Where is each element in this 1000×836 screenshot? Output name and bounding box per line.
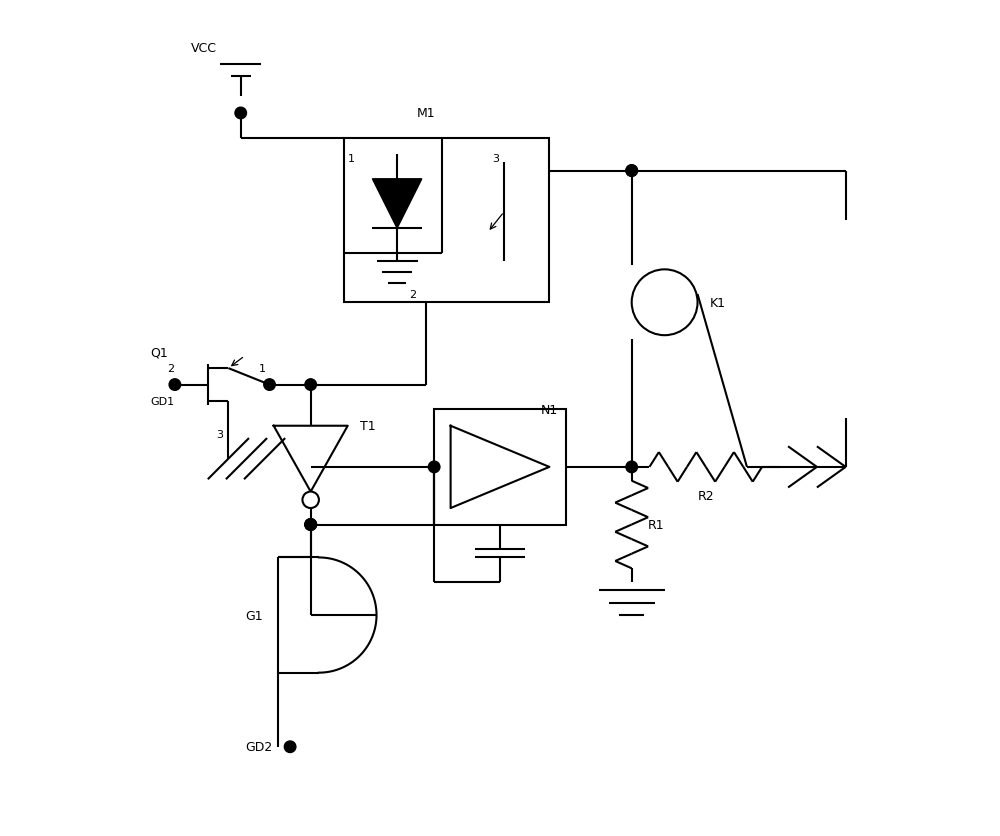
Bar — [434, 410, 566, 525]
Circle shape — [626, 166, 637, 177]
Text: R1: R1 — [648, 518, 665, 532]
Text: R2: R2 — [697, 490, 714, 502]
Text: M1: M1 — [417, 107, 435, 120]
Text: K1: K1 — [710, 297, 726, 309]
Text: 2: 2 — [409, 290, 417, 299]
Circle shape — [235, 108, 246, 120]
Circle shape — [626, 166, 637, 177]
Circle shape — [428, 461, 440, 473]
Text: G1: G1 — [245, 609, 262, 622]
Text: 3: 3 — [492, 154, 499, 164]
Text: GD1: GD1 — [150, 396, 174, 406]
Circle shape — [305, 519, 316, 531]
Text: Q1: Q1 — [150, 346, 168, 359]
Text: VCC: VCC — [191, 42, 217, 54]
Circle shape — [169, 380, 181, 391]
Text: N1: N1 — [541, 403, 558, 416]
Circle shape — [305, 519, 316, 531]
Polygon shape — [451, 426, 549, 508]
Circle shape — [305, 380, 316, 391]
Polygon shape — [274, 426, 348, 492]
Bar — [344, 139, 549, 303]
Text: GD2: GD2 — [245, 741, 272, 753]
Text: 3: 3 — [216, 430, 223, 440]
Polygon shape — [372, 180, 422, 229]
Circle shape — [626, 461, 637, 473]
Circle shape — [302, 492, 319, 508]
Text: 1: 1 — [258, 364, 265, 374]
Circle shape — [284, 741, 296, 752]
Text: 1: 1 — [348, 154, 355, 164]
Circle shape — [305, 519, 316, 531]
Text: 2: 2 — [167, 364, 174, 374]
Text: T1: T1 — [360, 420, 376, 433]
Circle shape — [264, 380, 275, 391]
